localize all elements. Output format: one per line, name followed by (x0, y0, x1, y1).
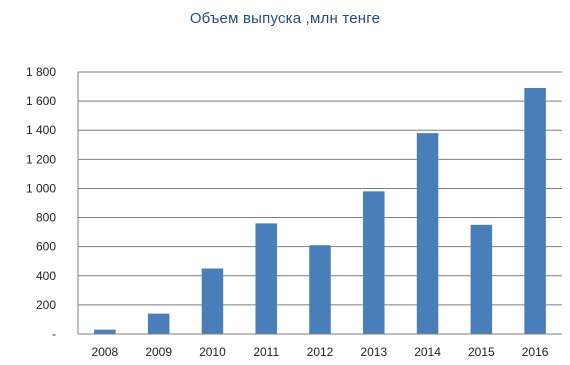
chart-title: Объем выпуска ,млн тенге (189, 10, 381, 27)
x-tick-label: 2008 (92, 345, 119, 359)
bar (309, 245, 331, 334)
y-tick-label: 1 600 (26, 94, 56, 108)
y-tick-label: 1 400 (26, 123, 56, 137)
x-tick-label: 2011 (253, 345, 279, 359)
y-tick-label: 1 000 (26, 181, 56, 195)
bar (94, 329, 116, 334)
x-tick-label: 2014 (414, 345, 441, 359)
bar (201, 268, 224, 334)
x-tick-label: 2015 (468, 345, 495, 359)
bars (94, 88, 546, 334)
x-tick-label: 2010 (199, 345, 226, 359)
y-tick-label: 1 800 (26, 65, 56, 79)
y-tick-label: 200 (36, 298, 56, 312)
y-tick-label: 1 200 (26, 152, 56, 166)
y-tick-label: 400 (36, 269, 56, 283)
tick-labels: - 200 400 600 800 1 000 1 200 1 400 1 600 1 800 20… (26, 65, 549, 359)
y-tick-label: - (52, 327, 56, 341)
bar (470, 224, 493, 334)
x-tick-label: 2009 (145, 345, 172, 359)
x-tick-label: 2016 (522, 345, 549, 359)
y-tick-label: 800 (36, 211, 56, 225)
bar (363, 191, 385, 334)
axes (77, 72, 562, 335)
bar (524, 88, 546, 334)
y-tick-label: 600 (36, 240, 56, 254)
bar (255, 223, 277, 334)
bar (416, 133, 439, 334)
x-tick-label: 2013 (360, 345, 387, 359)
x-tick-label: 2012 (307, 345, 334, 359)
bar (147, 313, 170, 334)
